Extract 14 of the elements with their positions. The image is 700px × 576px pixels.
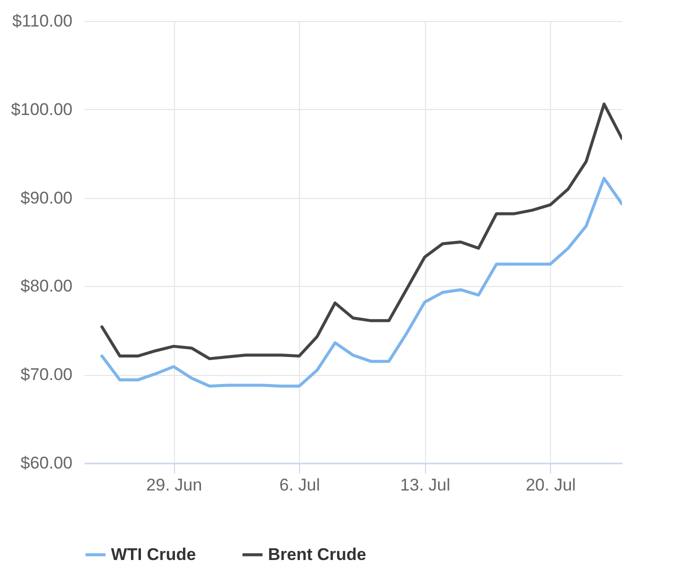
x-tick-label: 6. Jul bbox=[279, 476, 320, 494]
y-tick-label: $80.00 bbox=[20, 276, 72, 296]
legend-label: WTI Crude bbox=[111, 544, 196, 564]
y-tick-label: $110.00 bbox=[12, 12, 72, 30]
line-series bbox=[100, 176, 622, 388]
y-tick-label: $90.00 bbox=[20, 188, 72, 208]
x-tick-label: 20. Jul bbox=[526, 476, 576, 494]
line-series bbox=[100, 102, 622, 360]
y-tick-label: $70.00 bbox=[20, 365, 72, 384]
x-tick-label: 29. Jun bbox=[146, 476, 202, 494]
y-tick-label: $100.00 bbox=[11, 100, 72, 119]
y-tick-label: $60.00 bbox=[20, 454, 72, 472]
legend-label: Brent Crude bbox=[268, 544, 366, 564]
x-tick-label: 13. Jul bbox=[400, 476, 450, 494]
